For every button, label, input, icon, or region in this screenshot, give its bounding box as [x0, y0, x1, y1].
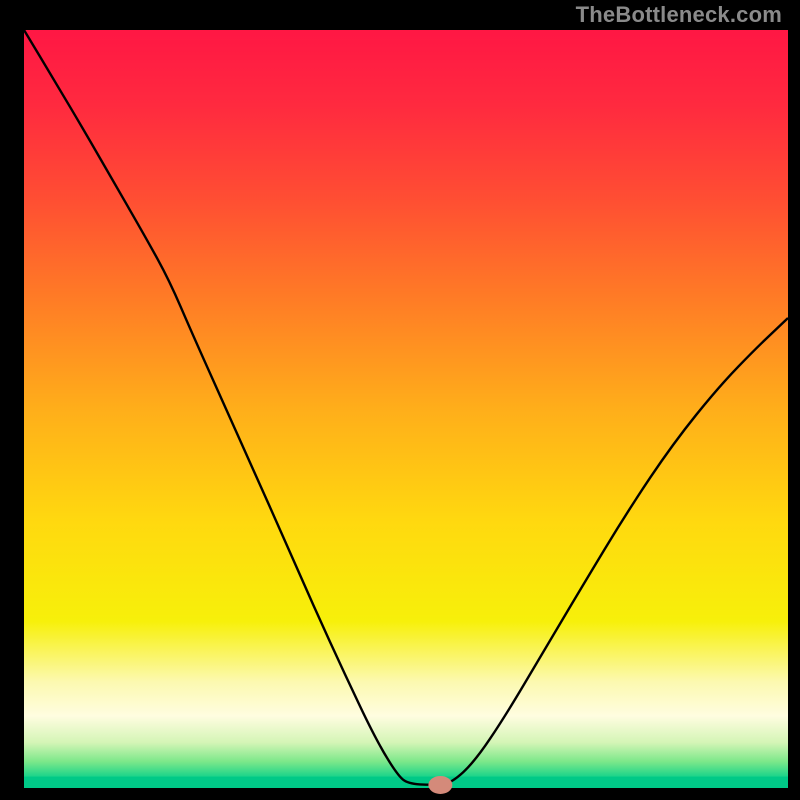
chart-canvas [0, 0, 800, 800]
watermark-text: TheBottleneck.com [576, 2, 782, 28]
valley-marker [428, 776, 452, 794]
gradient-plot-area [24, 30, 788, 788]
bottleneck-chart: TheBottleneck.com [0, 0, 800, 800]
